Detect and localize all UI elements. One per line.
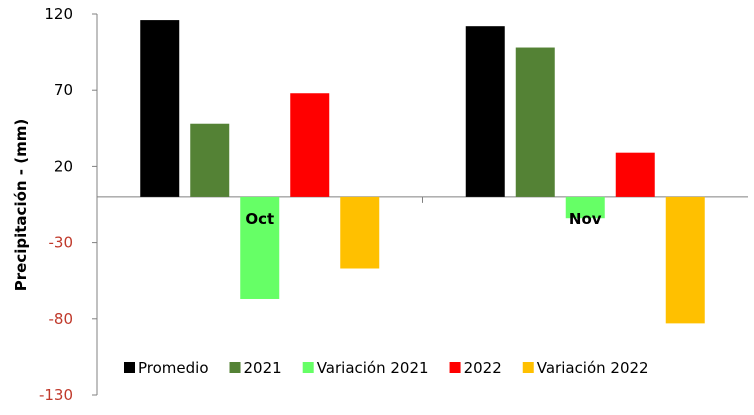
y-tick-label: 120 <box>44 5 73 23</box>
bars <box>140 20 705 324</box>
y-tick-label: -30 <box>49 234 74 252</box>
x-category-label: Nov <box>569 210 602 228</box>
legend: Promedio 2021 Variación 2021 2022 Variación … <box>124 359 649 377</box>
y-axis-title: Precipitación - (mm) <box>12 119 30 291</box>
legend-swatch <box>522 362 534 373</box>
legend-label: 2021 <box>244 359 282 377</box>
legend-label: Promedio <box>138 359 209 377</box>
bar-nov-series-1 <box>515 47 555 197</box>
bar-oct-series-2 <box>240 196 280 299</box>
bar-nov-series-4 <box>665 196 705 324</box>
bar-nov-series-0 <box>465 26 505 197</box>
legend-swatch <box>229 362 241 373</box>
y-tick-label: -130 <box>39 386 73 404</box>
y-axis: 120 70 20 -30 -80 -130 <box>39 5 748 404</box>
bar-nov-series-3 <box>615 152 655 197</box>
category-labels: Oct Nov <box>245 210 601 228</box>
x-category-label: Oct <box>245 210 274 228</box>
bar-oct-series-1 <box>190 123 230 197</box>
legend-swatch <box>449 362 461 373</box>
legend-swatch <box>124 362 135 373</box>
bar-oct-series-3 <box>290 93 330 197</box>
legend-label: Variación 2022 <box>537 359 649 377</box>
y-tick-label: -80 <box>49 310 74 328</box>
bar-oct-series-0 <box>140 20 180 197</box>
y-tick-label: 20 <box>54 157 73 175</box>
legend-label: 2022 <box>464 359 502 377</box>
bar-nov-series-2 <box>565 196 605 219</box>
legend-label: Variación 2021 <box>317 359 429 377</box>
y-tick-label: 70 <box>54 81 73 99</box>
legend-swatch <box>302 362 314 373</box>
bar-oct-series-4 <box>340 196 380 269</box>
